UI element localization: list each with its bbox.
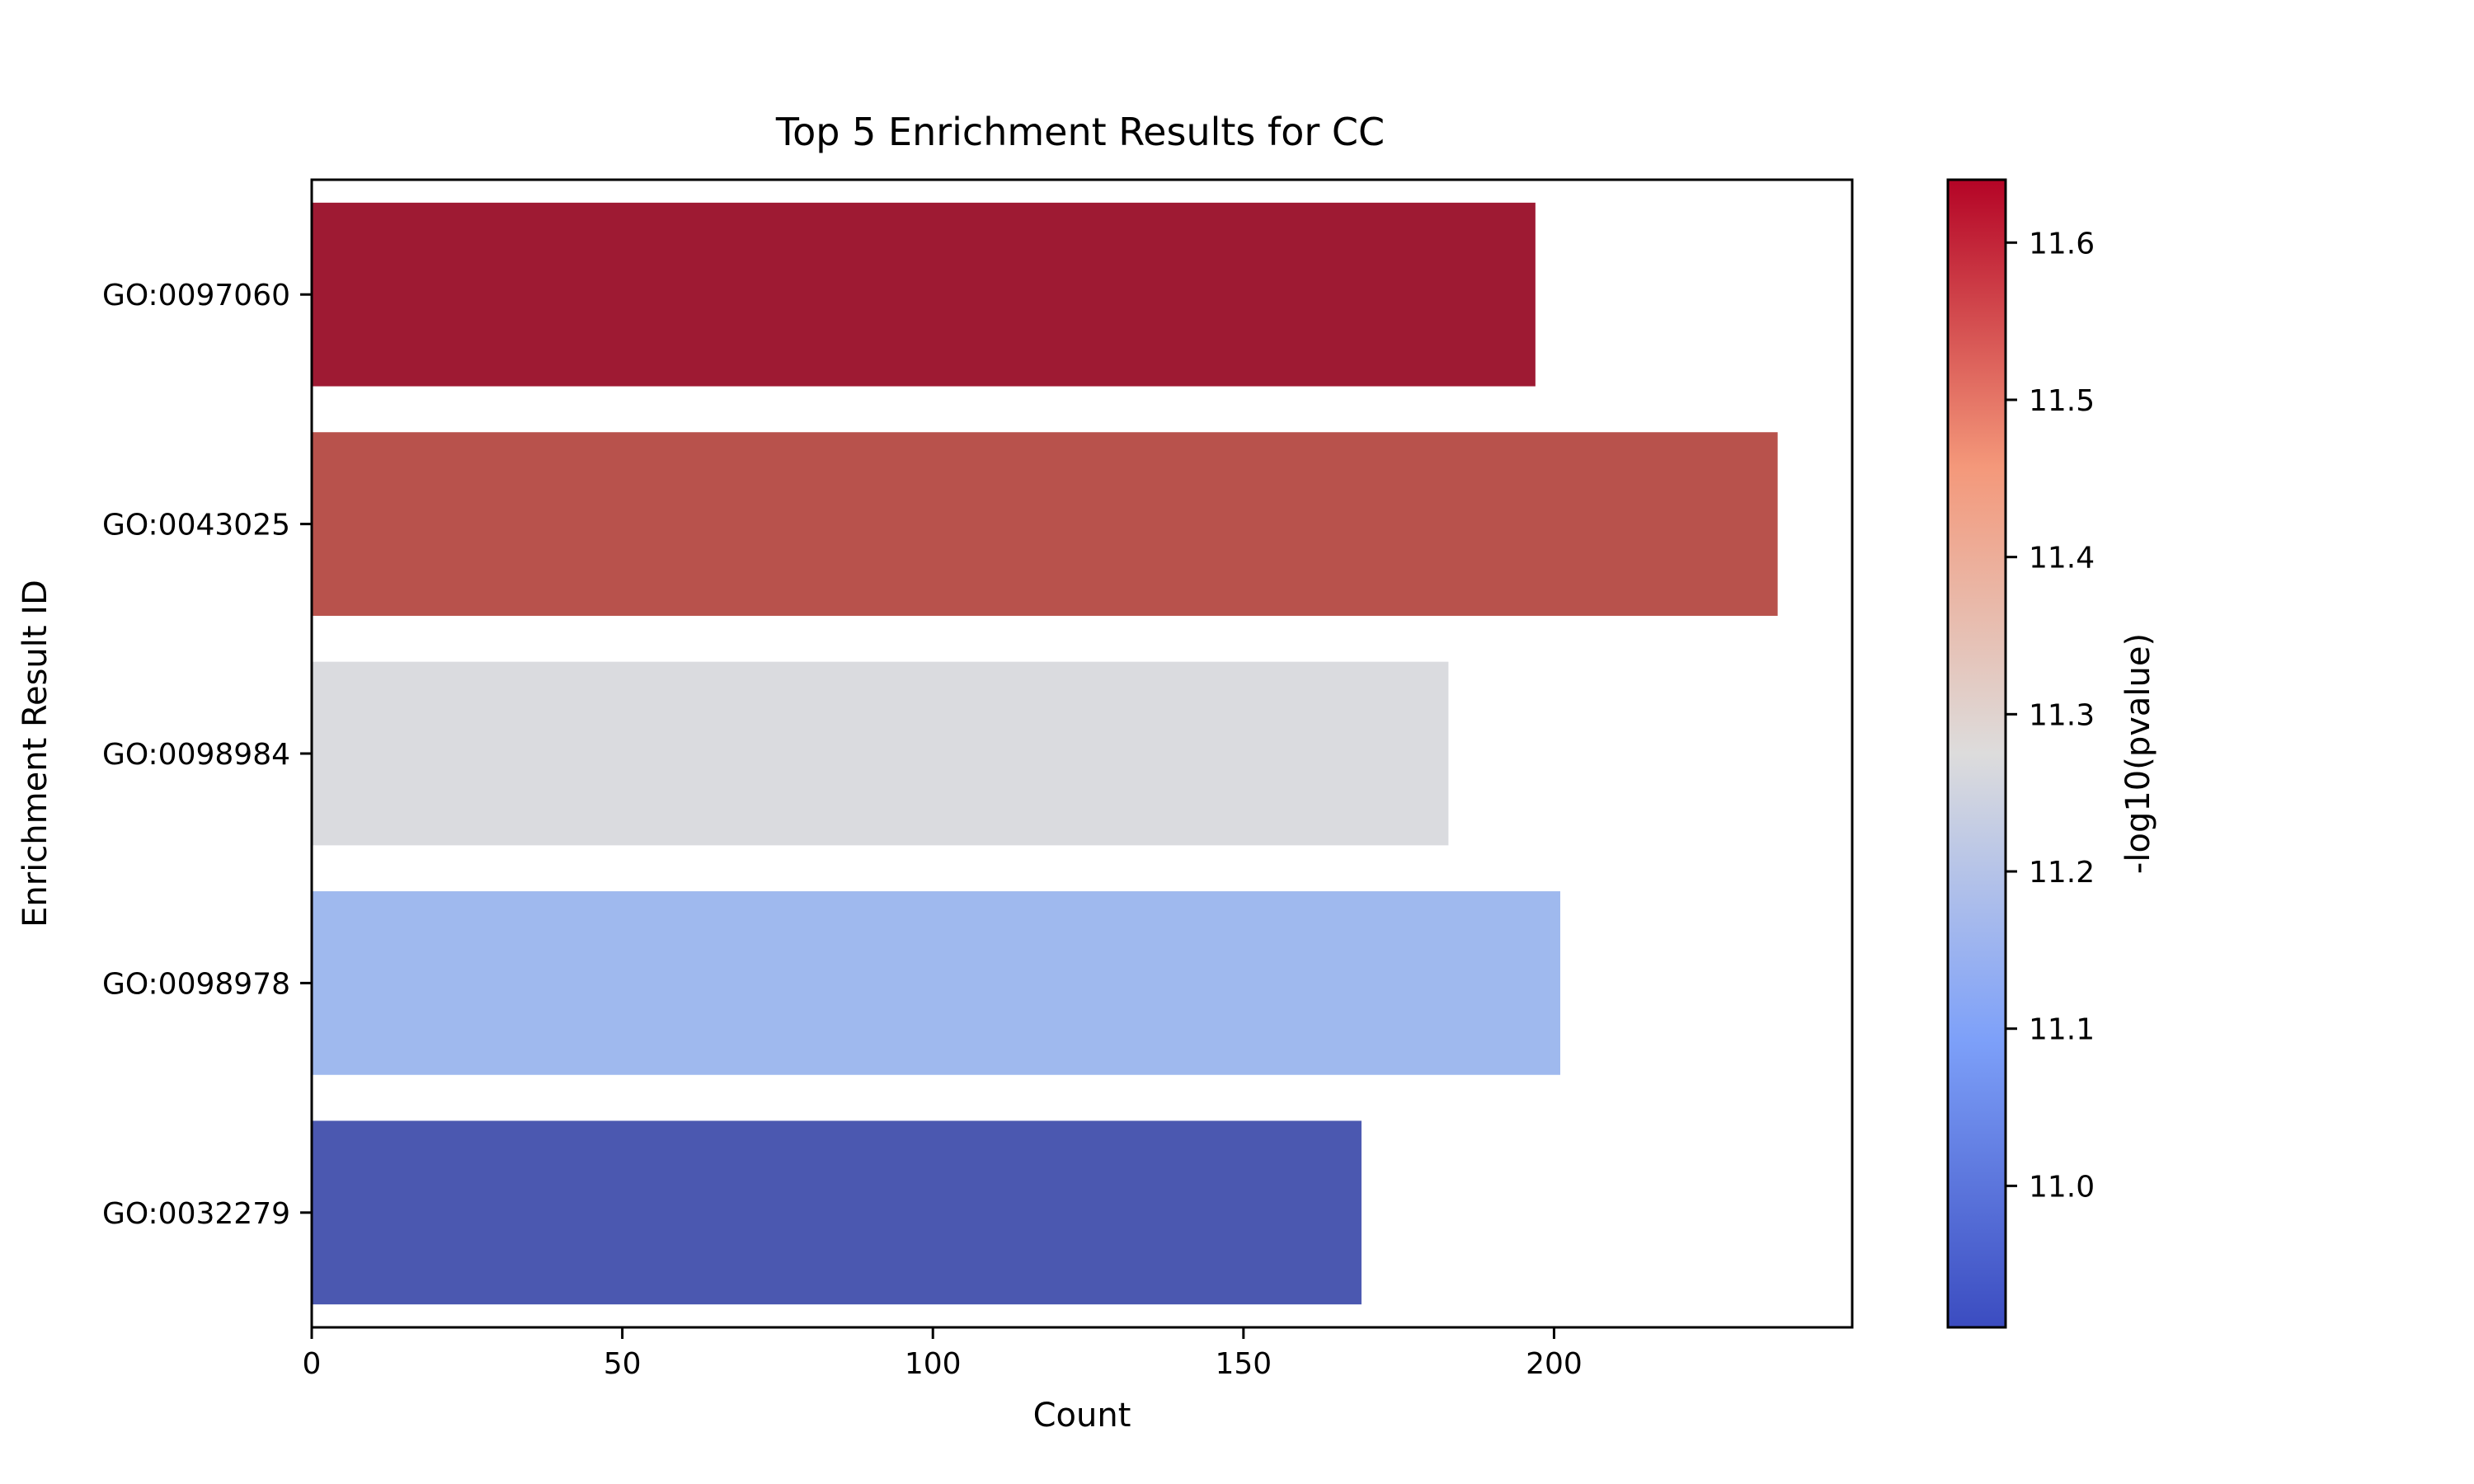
x-tick-label: 200 — [1526, 1347, 1583, 1381]
x-ticks: 0 50 100 150 200 — [303, 1327, 1583, 1381]
y-tick-label: GO:0098978 — [102, 967, 290, 1001]
colorbar-tick-label: 11.2 — [2029, 856, 2095, 890]
bar-GO-0098978 — [312, 891, 1560, 1075]
x-tick-label: 50 — [604, 1347, 642, 1381]
colorbar-tick-label: 11.1 — [2029, 1013, 2095, 1047]
colorbar — [1946, 178, 2007, 1329]
x-axis-label: Count — [1033, 1397, 1131, 1435]
x-tick-label: 150 — [1215, 1347, 1272, 1381]
bar-GO-0032279 — [312, 1120, 1362, 1305]
bars-layer — [312, 202, 1778, 1305]
colorbar-tick-label: 11.6 — [2029, 227, 2095, 261]
colorbar-tick-label: 11.5 — [2029, 384, 2095, 418]
colorbar-tick-label: 11.4 — [2029, 542, 2095, 575]
y-tick-label: GO:0097060 — [102, 279, 290, 312]
colorbar-tick-label: 11.0 — [2029, 1170, 2095, 1204]
y-tick-label: GO:0032279 — [102, 1197, 290, 1231]
x-tick-label: 0 — [303, 1347, 322, 1381]
bar-GO-0098984 — [312, 661, 1449, 846]
y-axis-label: Enrichment Result ID — [16, 580, 54, 928]
x-tick-label: 100 — [905, 1347, 962, 1381]
y-ticks: GO:0097060 GO:0043025 GO:0098984 GO:0098978… — [102, 279, 312, 1231]
colorbar-label: -log10(pvalue) — [2119, 633, 2157, 874]
chart-title: Top 5 Enrichment Results for CC — [775, 110, 1385, 154]
bar-GO-0043025 — [312, 432, 1778, 616]
colorbar-ticks: 11.0 11.1 11.2 11.3 11.4 11.5 11.6 — [2006, 227, 2095, 1204]
bar-GO-0097060 — [312, 202, 1536, 387]
y-tick-label: GO:0043025 — [102, 509, 290, 542]
y-tick-label: GO:0098984 — [102, 738, 290, 772]
colorbar-tick-label: 11.3 — [2029, 698, 2095, 732]
